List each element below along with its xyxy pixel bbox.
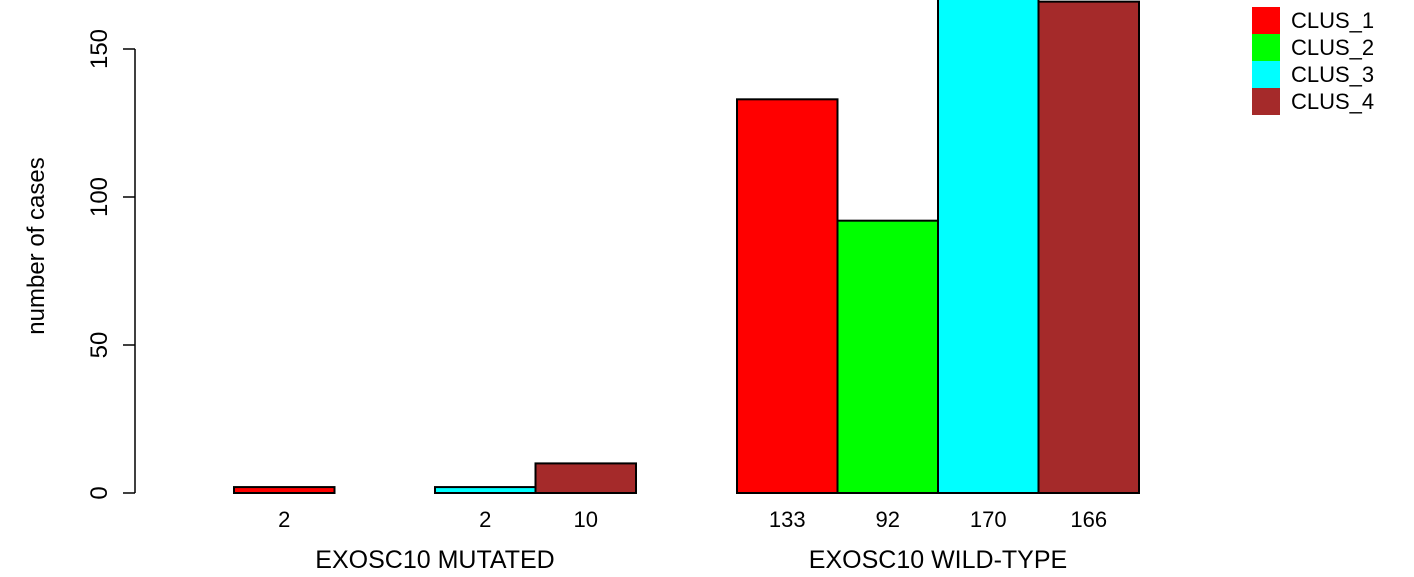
bar-clus-3	[434, 486, 537, 494]
y-tick-label: 150	[86, 29, 113, 69]
legend-label: CLUS_4	[1291, 89, 1374, 114]
bar-clus-1	[736, 98, 839, 494]
legend-label: CLUS_3	[1291, 62, 1374, 87]
bar-clus-2	[836, 219, 939, 494]
bar-value-label: 2	[278, 507, 290, 532]
bar-value-label: 170	[970, 507, 1007, 532]
legend-swatch	[1252, 7, 1280, 34]
legend-swatch	[1252, 88, 1280, 115]
bar-value-label: 166	[1070, 507, 1107, 532]
legend-swatch	[1252, 34, 1280, 61]
bar-clus-3	[937, 0, 1040, 495]
y-tick-label: 50	[86, 332, 113, 359]
y-axis: 0 50 100 150	[86, 29, 136, 500]
bars	[233, 0, 1140, 495]
group-labels: EXOSC10 MUTATED EXOSC10 WILD-TYPE	[315, 546, 1067, 574]
y-tick-label: 100	[86, 177, 113, 217]
legend-swatch	[1252, 61, 1280, 88]
bar-value-label: 2	[479, 507, 491, 532]
y-axis-label: number of cases	[23, 157, 50, 334]
group-label: EXOSC10 WILD-TYPE	[809, 546, 1067, 574]
legend-label: CLUS_2	[1291, 35, 1374, 60]
bar-clus-1	[233, 486, 336, 494]
bar-value-label: 92	[876, 507, 900, 532]
group-label: EXOSC10 MUTATED	[315, 546, 554, 574]
legend-label: CLUS_1	[1291, 8, 1374, 33]
bar-clus-4	[1037, 0, 1140, 494]
bar-value-label: 133	[769, 507, 806, 532]
y-tick-label: 0	[86, 486, 113, 499]
bar-clus-4	[534, 462, 637, 494]
bar-value-label: 10	[574, 507, 598, 532]
value-labels: 2 2 10 133 92 170 166	[278, 507, 1107, 532]
